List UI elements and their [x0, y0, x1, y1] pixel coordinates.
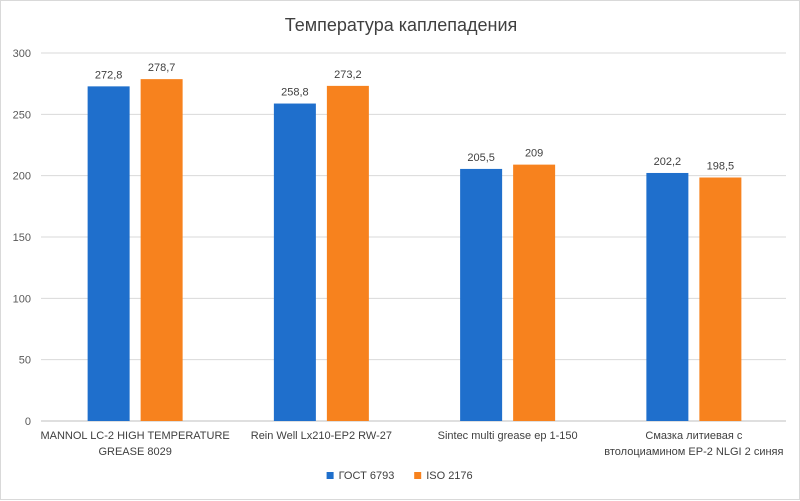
y-tick-label: 250 — [13, 109, 31, 121]
x-category-label: GREASE 8029 — [98, 446, 171, 458]
legend-swatch — [326, 472, 334, 479]
bar — [140, 79, 183, 422]
bar — [513, 164, 556, 422]
x-category-label: Sintec multi grease ep 1-150 — [438, 430, 578, 442]
x-category-label: MANNOL LC-2 HIGH TEMPERATURE — [40, 430, 229, 442]
data-label: 278,7 — [148, 62, 176, 74]
bar — [273, 103, 316, 421]
bar — [460, 168, 503, 421]
data-label: 258,8 — [281, 87, 309, 99]
data-label: 272,8 — [95, 69, 123, 81]
data-label: 202,2 — [654, 156, 682, 168]
chart-title: Температура каплепадения — [285, 15, 518, 35]
x-category-label: Смазка литиевая с — [645, 430, 742, 442]
bar — [699, 177, 742, 421]
data-label: 273,2 — [334, 69, 362, 81]
y-tick-label: 100 — [13, 293, 31, 305]
data-label: 205,5 — [467, 152, 495, 164]
data-label: 198,5 — [707, 161, 735, 173]
bar — [646, 172, 689, 421]
y-tick-label: 0 — [25, 416, 31, 428]
bar — [87, 86, 130, 422]
y-tick-label: 150 — [13, 232, 31, 244]
legend-swatch — [414, 472, 422, 479]
data-label: 209 — [525, 148, 543, 160]
legend-label: ГОСТ 6793 — [339, 470, 395, 482]
bar — [326, 85, 369, 421]
y-tick-label: 50 — [19, 355, 31, 367]
y-tick-label: 300 — [13, 48, 31, 60]
y-tick-label: 200 — [13, 171, 31, 183]
legend-label: ISO 2176 — [426, 470, 472, 482]
x-category-label: Rein Well Lx210-EP2 RW-27 — [251, 430, 392, 442]
x-category-label: втолоциамином EP-2 NLGI 2 синяя — [604, 446, 783, 458]
